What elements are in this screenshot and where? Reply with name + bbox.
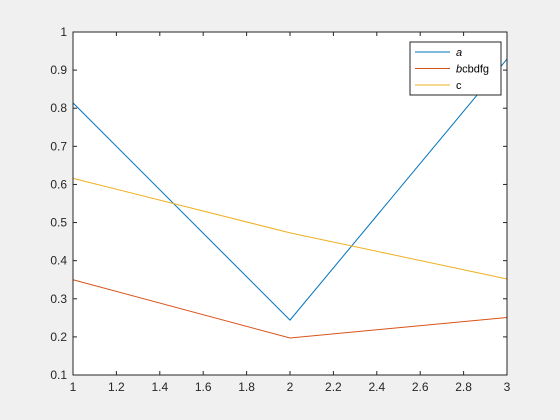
series-line-1: [72, 58, 508, 321]
y-tick-label: 0.9: [50, 63, 67, 77]
y-tick-label: 1: [60, 25, 67, 39]
series-layer: [72, 58, 508, 339]
series-line-3: [72, 177, 508, 280]
x-tick-label: 3: [504, 380, 511, 394]
legend-label-1: a: [456, 47, 462, 59]
x-tick-label: 1.4: [151, 380, 168, 394]
y-tick-label: 0.7: [50, 139, 67, 153]
x-tick-label: 2: [287, 380, 294, 394]
y-tick-label: 0.4: [50, 254, 67, 268]
x-tick-label: 2.4: [368, 380, 385, 394]
x-tick-label: 1.2: [108, 380, 125, 394]
x-tick-label: 2.6: [412, 380, 429, 394]
x-tick-label: 1.6: [195, 380, 212, 394]
y-tick-label: 0.6: [50, 177, 67, 191]
legend: a bcbdfg c: [409, 41, 502, 96]
ticks-layer: 1 1.2 1.4 1.6 1.8 2 2.2 2.4 2.6 2.8 3 0.1 0.2 0.3 0.4 0…: [50, 25, 510, 394]
x-tick-label: 1.8: [238, 380, 255, 394]
legend-label-3: c: [456, 80, 462, 92]
legend-label-2: bcbdfg: [456, 64, 489, 76]
x-tick-label: 2.8: [455, 380, 472, 394]
y-tick-label: 0.1: [50, 368, 67, 382]
y-tick-label: 0.8: [50, 101, 67, 115]
x-tick-label: 2.2: [325, 380, 342, 394]
x-tick-label: 1: [70, 380, 77, 394]
series-line-2: [72, 279, 508, 339]
y-tick-label: 0.5: [50, 216, 67, 230]
y-tick-label: 0.2: [50, 330, 67, 344]
y-tick-label: 0.3: [50, 292, 67, 306]
